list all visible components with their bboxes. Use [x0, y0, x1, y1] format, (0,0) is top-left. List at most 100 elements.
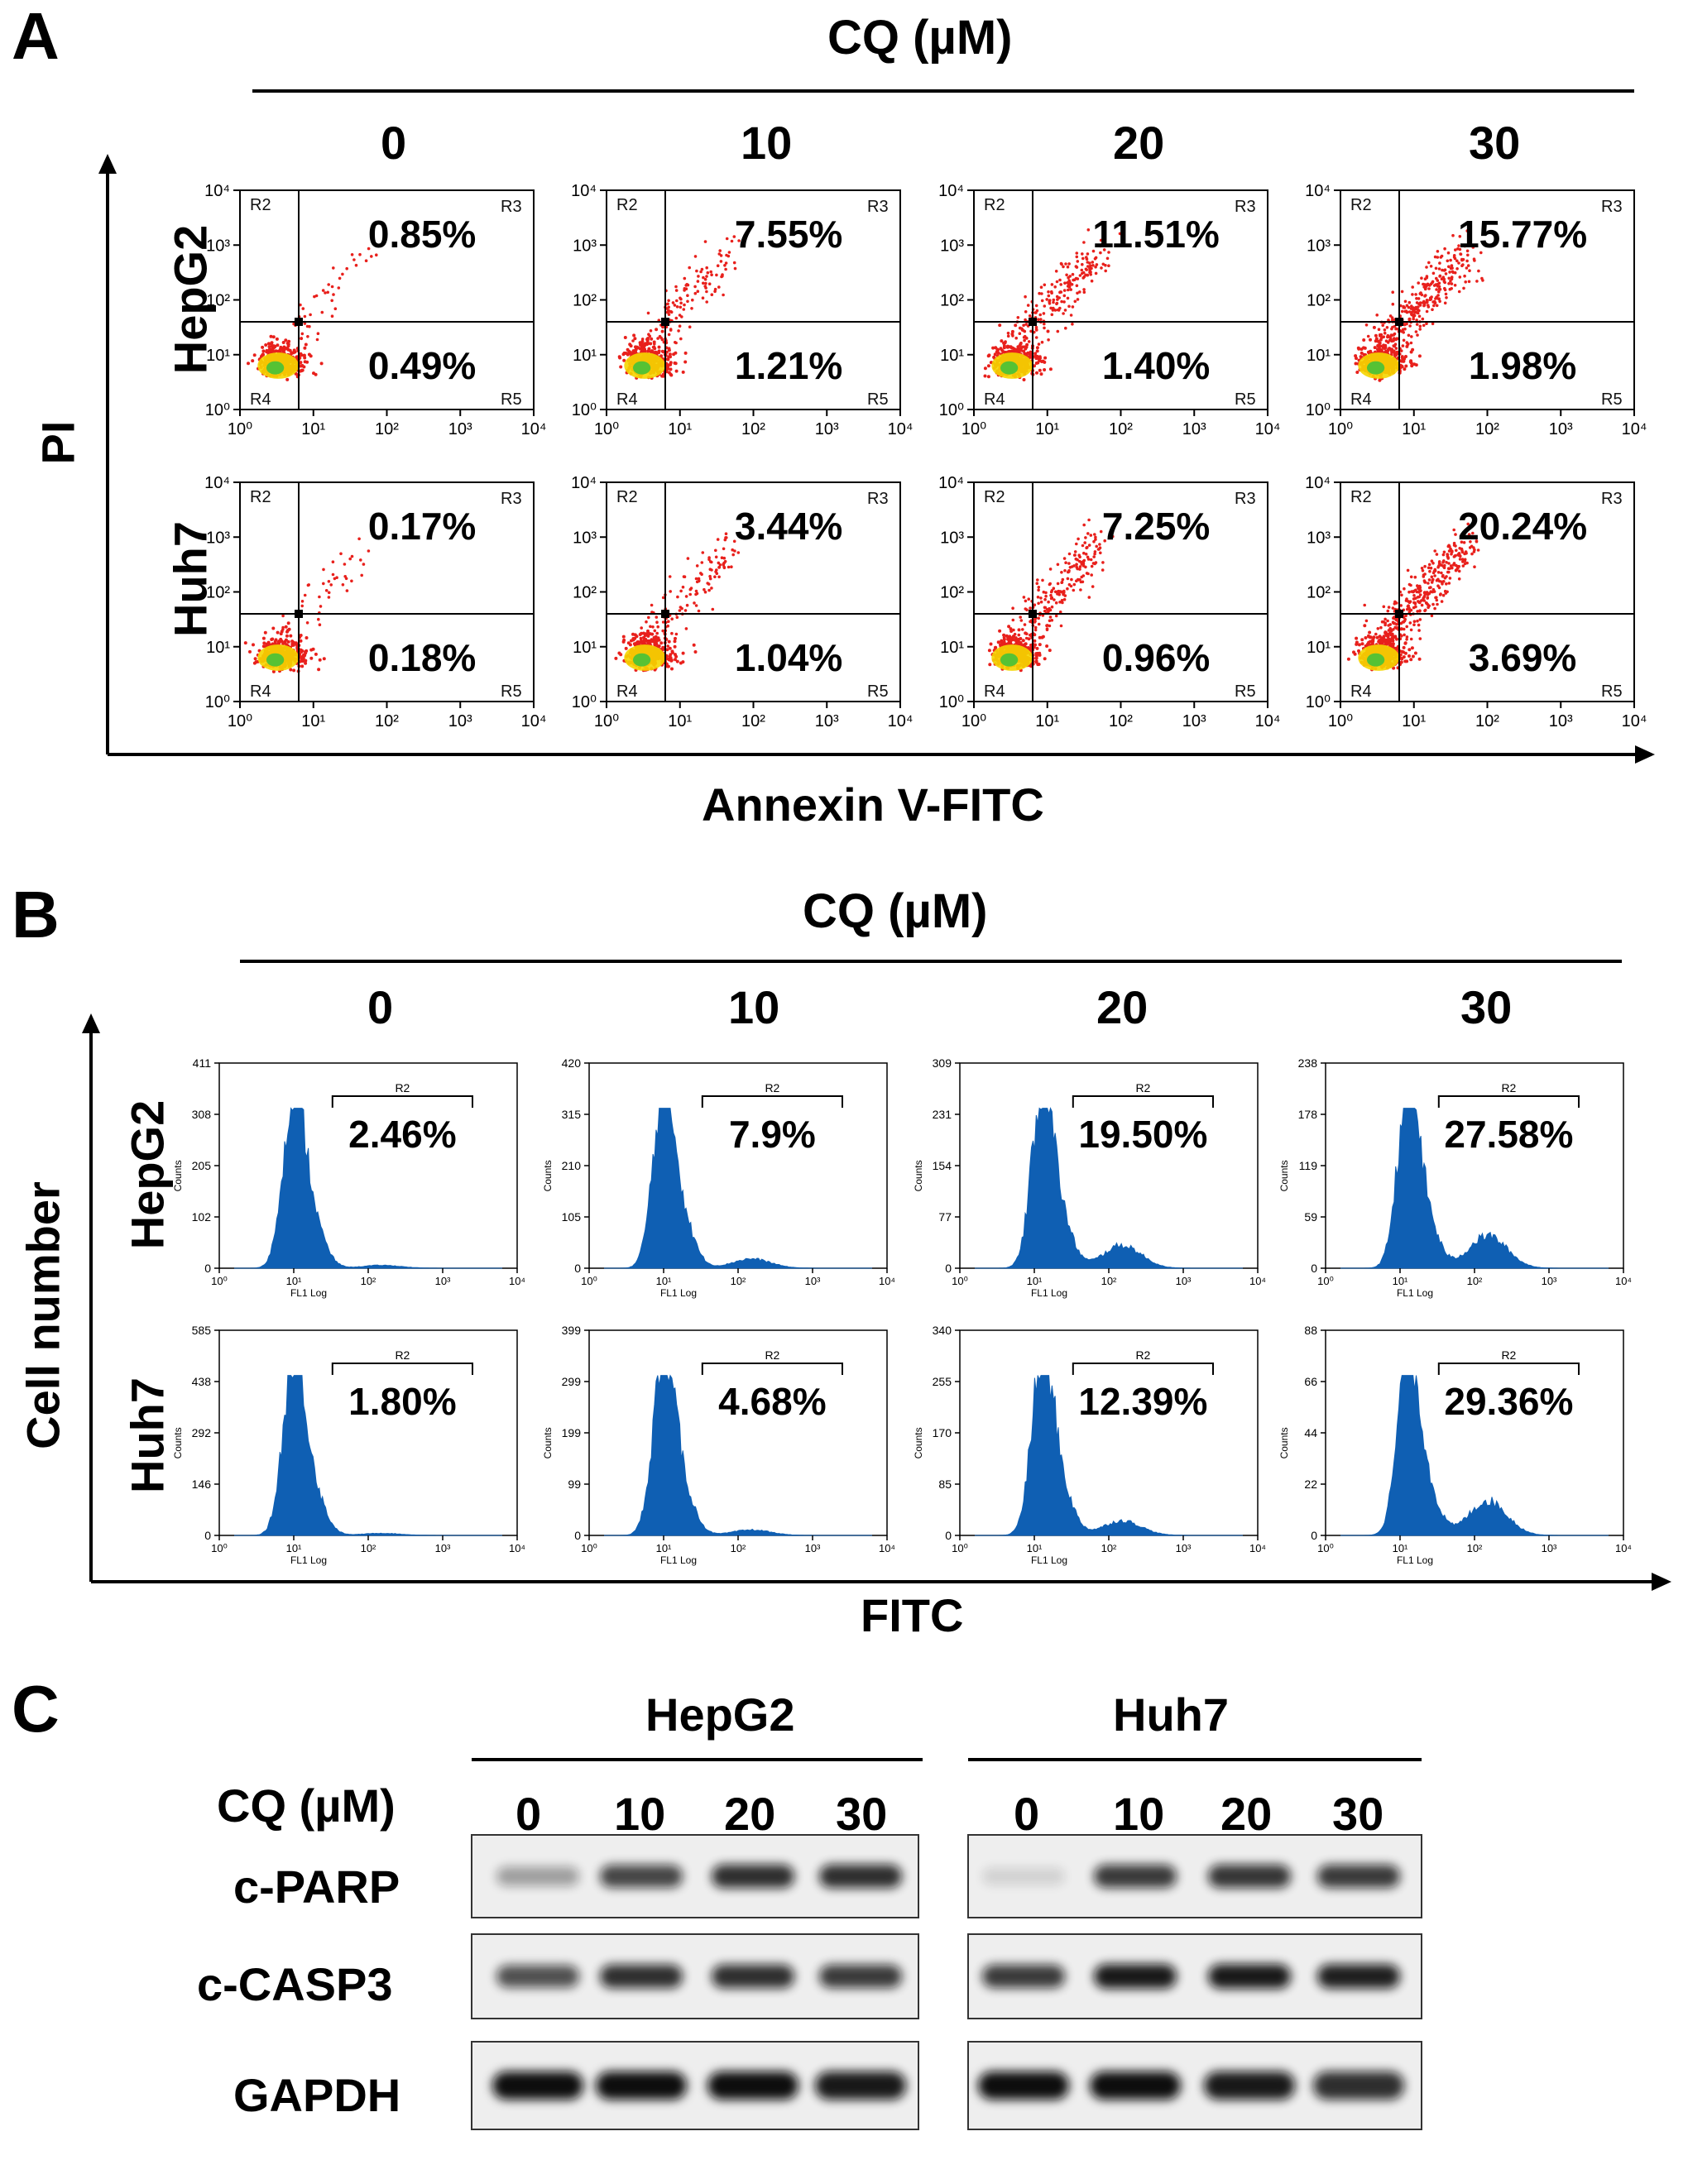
blot-band: [1313, 2071, 1404, 2100]
gate-bracket: [701, 1095, 843, 1108]
gate-bracket: [331, 1095, 473, 1108]
density-peak: [266, 653, 285, 667]
y-tick-label: 0: [204, 1529, 211, 1542]
panel-c-huh7-conc-0: 0: [1014, 1788, 1040, 1840]
y-tick-label: 0: [204, 1262, 211, 1275]
x-tick-label: 10⁰: [1317, 1542, 1334, 1554]
x-tick-label: 10⁰: [211, 1275, 228, 1287]
histogram-hepg2-30: R2 27.58% 238 178 119 59 0 Counts 10⁰ 10¹ 10² 10³ 10…: [1278, 1056, 1632, 1299]
panel-c-hepg2-conc-20: 20: [724, 1788, 776, 1840]
x-tick-label: 10⁴: [888, 712, 914, 730]
panel-c-blot-label-gapdh: GAPDH: [233, 2069, 401, 2121]
gate-label: R2: [765, 1081, 779, 1094]
blot-band: [815, 2071, 906, 2100]
y-tick-label: 299: [562, 1375, 582, 1388]
blot-band: [712, 1964, 794, 1989]
y-tick-label: 10²: [940, 584, 964, 602]
region-label-r5: R5: [1601, 390, 1623, 409]
x-tick-label: 10⁰: [1317, 1275, 1334, 1287]
panel-a-conc-0: 0: [381, 117, 407, 169]
x-tick-label: 10³: [435, 1542, 451, 1554]
counts-axis-label: Counts: [1278, 1160, 1290, 1191]
histogram-frame: [959, 1329, 1259, 1536]
y-tick-label: 10⁴: [938, 182, 964, 200]
x-tick-label: 10⁴: [1622, 712, 1647, 730]
late-apoptosis-percent: 11.51%: [1092, 213, 1219, 256]
x-tick-label: 10¹: [1393, 1542, 1408, 1554]
x-tick-label: 10³: [815, 420, 839, 438]
plot-frame: [1340, 481, 1635, 702]
y-tick-label: 292: [192, 1426, 212, 1439]
region-label-r3: R3: [1601, 198, 1623, 216]
histogram-distribution: [975, 1107, 1243, 1269]
panel-b-header-line: [240, 960, 1622, 963]
histogram-frame: [218, 1062, 518, 1269]
x-tick-label: 10²: [741, 712, 765, 730]
panel-c-hepg2-conc-30: 30: [836, 1788, 888, 1840]
histogram-hepg2-0: R2 2.46% 411 308 205 102 0 Counts 10⁰ 10¹ 10² 10³ 10…: [172, 1056, 525, 1299]
late-apoptosis-percent: 7.25%: [1102, 505, 1210, 548]
y-tick-label: 105: [562, 1210, 582, 1224]
gate-label: R2: [1501, 1081, 1516, 1094]
blot-gapdh-hepg2: [471, 2041, 919, 2130]
counts-axis-label: Counts: [172, 1160, 184, 1191]
positive-percent: 4.68%: [718, 1380, 826, 1423]
positive-percent: 1.80%: [348, 1380, 456, 1423]
x-tick-label: 10⁴: [509, 1275, 525, 1287]
panel-a-header-line: [252, 89, 1634, 93]
x-tick-label: 10⁰: [952, 1542, 968, 1554]
histogram-hepg2-20: R2 19.50% 309 231 154 77 0 Counts 10⁰ 10¹ 10² 10³ 10…: [913, 1056, 1266, 1299]
y-tick-label: 0: [574, 1529, 581, 1542]
y-tick-label: 10²: [206, 584, 230, 602]
x-tick-label: 10²: [731, 1542, 746, 1554]
counts-axis-label: Counts: [542, 1427, 554, 1458]
region-label-r4: R4: [1350, 390, 1372, 409]
x-tick-label: 10²: [741, 420, 765, 438]
quadrant-marker: [1395, 610, 1403, 618]
blot-band: [978, 2071, 1069, 2100]
fl1-axis-label: FL1 Log: [1031, 1554, 1067, 1566]
x-tick-label: 10²: [1109, 712, 1133, 730]
x-tick-label: 10⁴: [879, 1542, 895, 1554]
y-tick-label: 10¹: [573, 639, 597, 657]
y-tick-label: 0: [945, 1529, 952, 1542]
region-label-r5: R5: [1235, 390, 1256, 409]
blot-band: [819, 1965, 902, 1988]
x-tick-label: 10²: [1101, 1275, 1117, 1287]
y-tick-label: 77: [938, 1210, 952, 1224]
y-tick-label: 10¹: [940, 347, 964, 365]
y-tick-label: 10⁰: [572, 693, 597, 711]
region-label-r5: R5: [867, 682, 889, 701]
fl1-axis-label: FL1 Log: [290, 1554, 327, 1566]
x-tick-label: 10³: [448, 420, 472, 438]
x-tick-label: 10⁴: [888, 420, 914, 438]
blot-band: [1208, 1864, 1291, 1889]
density-peak: [1000, 361, 1019, 375]
y-tick-label: 420: [562, 1056, 582, 1070]
gate-label: R2: [1135, 1348, 1150, 1362]
y-tick-label: 10²: [573, 584, 597, 602]
panel-c-huh7-line: [968, 1758, 1422, 1761]
blot-band: [982, 1965, 1065, 1988]
blot-band: [596, 2071, 687, 2100]
y-tick-label: 0: [574, 1262, 581, 1275]
panel-c-hepg2-line: [472, 1758, 923, 1761]
histogram-hepg2-10: R2 7.9% 420 315 210 105 0 Counts 10⁰ 10¹ 10² 10³ 10⁴…: [542, 1056, 895, 1299]
blot-band: [600, 1865, 683, 1888]
gate-label: R2: [1501, 1348, 1516, 1362]
x-tick-label: 10²: [1467, 1542, 1483, 1554]
region-label-r3: R3: [1601, 490, 1623, 508]
region-label-r3: R3: [867, 198, 889, 216]
x-tick-label: 10¹: [301, 712, 325, 730]
panel-a-conc-10: 10: [741, 117, 793, 169]
region-label-r2: R2: [984, 488, 1005, 506]
histogram-frame: [588, 1329, 888, 1536]
fl1-axis-label: FL1 Log: [1397, 1287, 1433, 1299]
y-tick-label: 102: [192, 1210, 212, 1224]
x-tick-label: 10¹: [668, 712, 692, 730]
gate-bracket: [1072, 1363, 1214, 1375]
quadrant-marker: [661, 318, 669, 326]
histogram-distribution: [234, 1107, 502, 1269]
